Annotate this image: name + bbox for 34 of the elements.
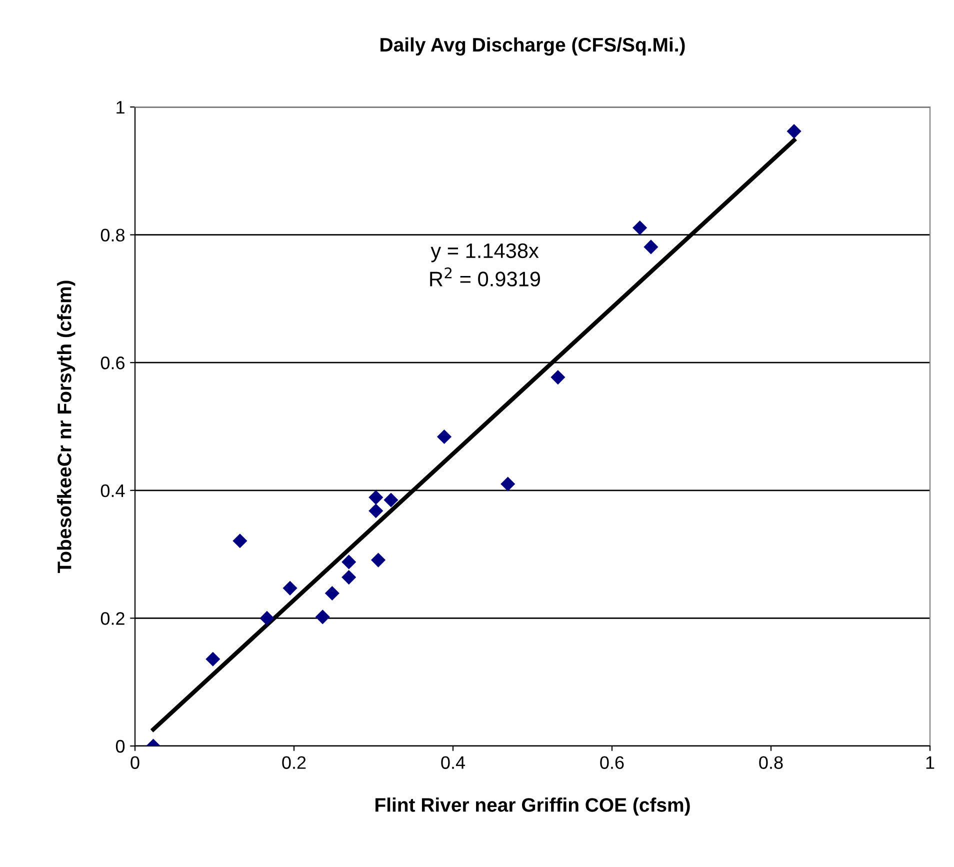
y-tick-label: 1 — [116, 101, 124, 114]
annotation: y = 1.1438x R$^{2}$ = 0.9319 — [430, 243, 540, 286]
point — [370, 552, 386, 568]
y-tick-label: 0.8 — [100, 228, 124, 242]
point — [206, 652, 220, 666]
point — [500, 476, 516, 492]
point — [786, 124, 802, 139]
x-tick-label: 0 — [130, 756, 140, 769]
x-tick-label: 0.4 — [441, 756, 466, 769]
x-tick-label: 0.2 — [282, 756, 306, 769]
x-tick-label: 0.8 — [759, 756, 783, 769]
point — [644, 240, 658, 254]
y-tick-label: 0 — [116, 740, 125, 753]
chart-title: Daily Avg Discharge (CFS/Sq.Mi.) — [380, 37, 685, 56]
point — [282, 580, 298, 596]
point — [436, 429, 452, 444]
point — [232, 534, 248, 548]
point — [632, 220, 648, 236]
point — [342, 570, 356, 585]
y-tick-label: 0.2 — [100, 612, 124, 625]
point — [384, 492, 398, 508]
x-tick-label: 0.6 — [600, 756, 624, 769]
point — [368, 504, 384, 518]
y-tick-label: 0.6 — [100, 356, 124, 370]
x-tick-label: 1 — [926, 756, 934, 769]
point — [550, 370, 566, 385]
point — [315, 610, 330, 624]
y-tick-label: 0.4 — [100, 484, 125, 498]
point — [368, 490, 384, 505]
point — [260, 610, 274, 626]
y-axis-title: TobesofkeeCr nr Forsyth (cfsm) — [57, 280, 76, 574]
x-axis-title: Flint River near Griffin COE (cfsm) — [376, 798, 690, 816]
point — [324, 586, 340, 601]
point — [342, 554, 356, 570]
